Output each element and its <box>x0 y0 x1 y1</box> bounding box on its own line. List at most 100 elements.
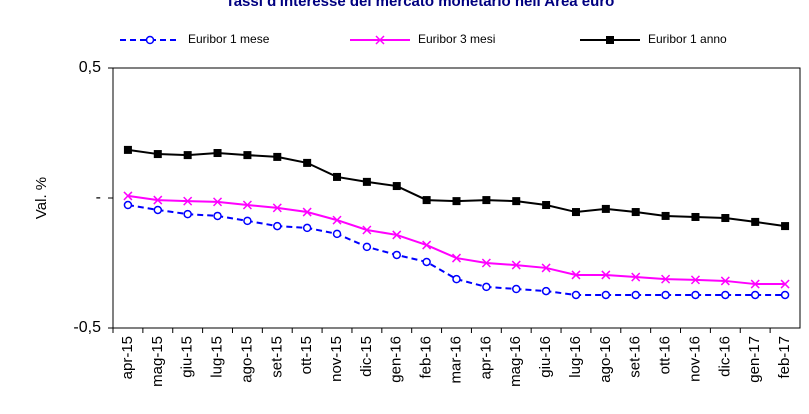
point <box>183 209 192 219</box>
x-tick-label: giu-16 <box>537 336 554 378</box>
point <box>213 149 222 158</box>
series-line <box>127 204 786 296</box>
point <box>303 158 312 167</box>
point <box>661 211 670 220</box>
point <box>333 172 342 181</box>
point <box>571 270 581 280</box>
series-line <box>127 148 786 228</box>
x-tick-label: ago-16 <box>597 336 614 383</box>
point <box>302 223 312 233</box>
point <box>631 272 641 282</box>
point <box>422 257 431 267</box>
point <box>661 290 670 300</box>
x-tick-label: set-16 <box>627 336 644 378</box>
legend-marker <box>375 35 385 45</box>
point <box>482 196 491 205</box>
x-tick-label: gen-16 <box>388 336 405 383</box>
x-tick-label: gen-17 <box>746 336 763 383</box>
legend-label: Euribor 1 mese <box>188 32 270 46</box>
legend-label: Euribor 1 anno <box>648 32 727 46</box>
series-line <box>127 194 786 286</box>
point <box>123 145 132 154</box>
point <box>511 260 521 270</box>
point <box>392 250 402 260</box>
x-tick-label: lug-16 <box>567 336 584 378</box>
point <box>422 196 431 205</box>
point <box>213 197 223 207</box>
legend-label: Euribor 3 mesi <box>418 32 495 46</box>
x-tick-label: mag-16 <box>507 336 524 387</box>
point <box>541 286 551 296</box>
point <box>781 222 790 231</box>
x-tick-label: ago-15 <box>238 336 255 383</box>
x-tick-label: dic-15 <box>358 336 375 377</box>
x-tick-label: mag-15 <box>149 336 166 387</box>
legend-marker <box>606 36 614 44</box>
point <box>272 203 282 213</box>
point <box>690 275 700 285</box>
point <box>452 274 461 284</box>
point <box>721 214 730 223</box>
point <box>571 208 580 217</box>
point <box>691 212 700 221</box>
point <box>213 211 222 221</box>
point <box>631 208 640 217</box>
x-tick-label: giu-15 <box>179 336 196 378</box>
point <box>243 216 252 226</box>
legend-marker <box>145 35 155 45</box>
point <box>273 152 282 161</box>
point <box>661 274 671 284</box>
point <box>123 191 133 201</box>
point <box>452 197 461 206</box>
x-tick-label: ott-16 <box>657 336 674 374</box>
point <box>601 270 611 280</box>
point <box>153 195 163 205</box>
x-tick-label: nov-15 <box>328 336 345 382</box>
point <box>362 177 371 186</box>
point <box>601 290 611 300</box>
point <box>273 221 282 231</box>
point <box>780 279 790 289</box>
point <box>511 284 521 294</box>
point <box>392 182 401 191</box>
x-tick-label: lug-15 <box>209 336 226 378</box>
y-axis-label: Val. % <box>33 177 50 219</box>
point <box>481 258 491 268</box>
chart-title: Tassi d'interesse del mercato monetario … <box>226 0 615 10</box>
point <box>721 290 730 300</box>
point <box>362 242 372 252</box>
y-tick-label: -0,5 <box>73 319 101 336</box>
point <box>242 200 252 210</box>
point <box>362 225 372 235</box>
point <box>691 290 700 300</box>
point <box>451 253 462 263</box>
point <box>332 215 342 225</box>
point <box>243 151 252 160</box>
point <box>332 229 342 239</box>
x-tick-label: feb-16 <box>418 336 435 379</box>
x-tick-label: feb-17 <box>776 336 793 379</box>
x-tick-label: apr-16 <box>477 336 494 379</box>
point <box>422 240 432 250</box>
point <box>482 282 491 292</box>
point <box>571 290 581 300</box>
point <box>750 279 760 289</box>
point <box>302 207 312 217</box>
point <box>153 150 162 159</box>
point <box>183 196 193 206</box>
point <box>123 200 133 210</box>
point <box>780 290 790 300</box>
x-tick-label: ott-15 <box>298 336 315 374</box>
point <box>541 263 551 273</box>
x-tick-label: nov-16 <box>686 336 703 382</box>
x-tick-label: set-15 <box>268 336 285 378</box>
point <box>542 201 551 210</box>
point <box>512 197 521 206</box>
x-tick-label: apr-15 <box>119 336 136 379</box>
point <box>751 217 760 226</box>
point <box>183 151 192 160</box>
y-tick-label: - <box>96 189 101 206</box>
point <box>750 290 760 300</box>
point <box>153 205 163 215</box>
